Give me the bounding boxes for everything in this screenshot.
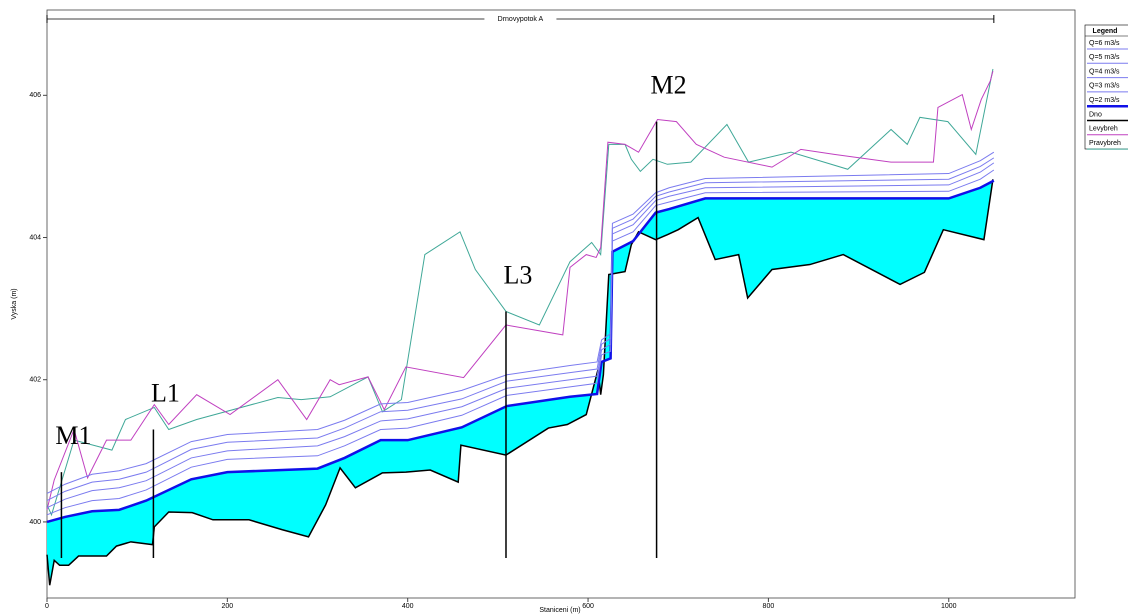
x-axis-label: Staniceni (m) bbox=[539, 607, 580, 614]
series-line bbox=[46, 157, 995, 502]
legend-label: Q=3 m3/s bbox=[1089, 83, 1120, 90]
legend-label: Pravybreh bbox=[1089, 140, 1121, 147]
legend-label: Dno bbox=[1089, 111, 1102, 118]
legend-label: Q=4 m3/s bbox=[1089, 68, 1120, 75]
legend-label: Q=2 m3/s bbox=[1089, 97, 1120, 104]
annotation: M2 bbox=[651, 71, 687, 100]
x-tick-label: 0 bbox=[45, 603, 49, 610]
y-tick-label: 400 bbox=[29, 519, 41, 526]
legend-title: Legend bbox=[1093, 28, 1118, 35]
y-tick-label: 406 bbox=[29, 92, 41, 99]
water-fill bbox=[47, 179, 994, 586]
legend-label: Q=6 m3/s bbox=[1089, 40, 1120, 47]
x-tick-label: 800 bbox=[763, 603, 775, 610]
x-tick-label: 400 bbox=[402, 603, 414, 610]
reach-label: Drnovypotok A bbox=[498, 16, 544, 23]
y-axis-label: Vyska (m) bbox=[11, 288, 18, 319]
series-line bbox=[46, 71, 994, 510]
plot-frame bbox=[46, 9, 1076, 599]
annotation: M1 bbox=[55, 421, 91, 450]
annotation: L1 bbox=[151, 378, 180, 407]
series-line bbox=[46, 179, 995, 524]
legend-label: Q=5 m3/s bbox=[1089, 54, 1120, 61]
x-tick-label: 200 bbox=[222, 603, 234, 610]
series-line bbox=[46, 68, 994, 517]
series-line bbox=[46, 162, 995, 509]
series-line bbox=[46, 169, 995, 516]
y-tick-label: 404 bbox=[29, 234, 41, 241]
y-tick-label: 402 bbox=[29, 377, 41, 384]
legend-label: Levybreh bbox=[1089, 126, 1118, 133]
x-tick-label: 1000 bbox=[941, 603, 957, 610]
reach-label-bg bbox=[484, 14, 557, 24]
series-line bbox=[46, 151, 995, 494]
annotation: L3 bbox=[504, 260, 533, 289]
x-tick-label: 600 bbox=[582, 603, 594, 610]
legend-box bbox=[1084, 24, 1128, 150]
